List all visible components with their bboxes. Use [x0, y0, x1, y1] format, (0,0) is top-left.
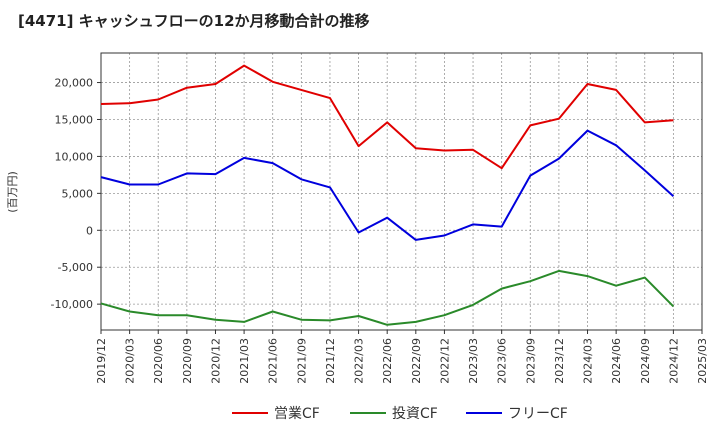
- x-tick-label: 2021/03: [238, 338, 251, 384]
- x-tick-label: 2024/12: [667, 338, 680, 384]
- series-line-2: [100, 129, 675, 241]
- plot-frame: [100, 52, 703, 331]
- grid-lines: [101, 53, 702, 330]
- y-tick-label: -10,000: [51, 298, 93, 311]
- x-tick-label: 2025/03: [696, 338, 709, 384]
- x-tick-label: 2022/12: [438, 338, 451, 384]
- x-tick-label: 2024/03: [582, 338, 595, 384]
- y-tick-label: 15,000: [55, 113, 94, 126]
- x-tick-label: 2023/12: [553, 338, 566, 384]
- series-line-1: [100, 269, 675, 326]
- x-tick-label: 2019/12: [95, 338, 108, 384]
- x-tick-label: 2023/09: [524, 338, 537, 384]
- y-tick-label: 0: [86, 224, 93, 237]
- y-tick-label: 10,000: [55, 150, 94, 163]
- axes: [100, 52, 703, 331]
- x-tick-label: 2024/09: [639, 338, 652, 384]
- legend-label: 営業CF: [274, 406, 320, 422]
- chart-title: [4471] キャッシュフローの12か月移動合計の推移: [18, 12, 370, 30]
- x-tick-label: 2020/09: [181, 338, 194, 384]
- x-tick-label: 2020/03: [124, 338, 137, 384]
- y-tick-label: 20,000: [55, 77, 94, 90]
- legend-label: フリーCF: [508, 406, 568, 422]
- x-tick-label: 2023/06: [496, 338, 509, 384]
- legend: 営業CF 投資CF フリーCF: [232, 406, 568, 422]
- x-tick-label: 2021/06: [267, 338, 280, 384]
- x-tick-label: 2022/06: [381, 338, 394, 384]
- x-tick-label: 2021/12: [324, 338, 337, 384]
- y-axis-label: (百万円): [6, 171, 19, 213]
- x-tick-label: 2021/09: [295, 338, 308, 384]
- x-tick-label: 2024/06: [610, 338, 623, 384]
- legend-label: 投資CF: [392, 406, 438, 422]
- y-tick-label: 5,000: [62, 187, 94, 200]
- series-line-0: [100, 64, 674, 170]
- x-tick-label: 2020/06: [152, 338, 165, 384]
- x-tick-label: 2022/03: [353, 338, 366, 384]
- series-lines: [100, 64, 675, 326]
- x-tick-label: 2023/03: [467, 338, 480, 384]
- y-tick-label: -5,000: [58, 261, 93, 274]
- x-tick-label: 2020/12: [209, 338, 222, 384]
- x-tick-label: 2022/09: [410, 338, 423, 384]
- x-tick-labels: 2019/12 2020/03 2020/06 2020/09 2020/12 2021/…: [95, 330, 709, 384]
- y-tick-labels: -10,000 -5,000 0 5,000 10,000 15,000 20,000: [51, 77, 101, 311]
